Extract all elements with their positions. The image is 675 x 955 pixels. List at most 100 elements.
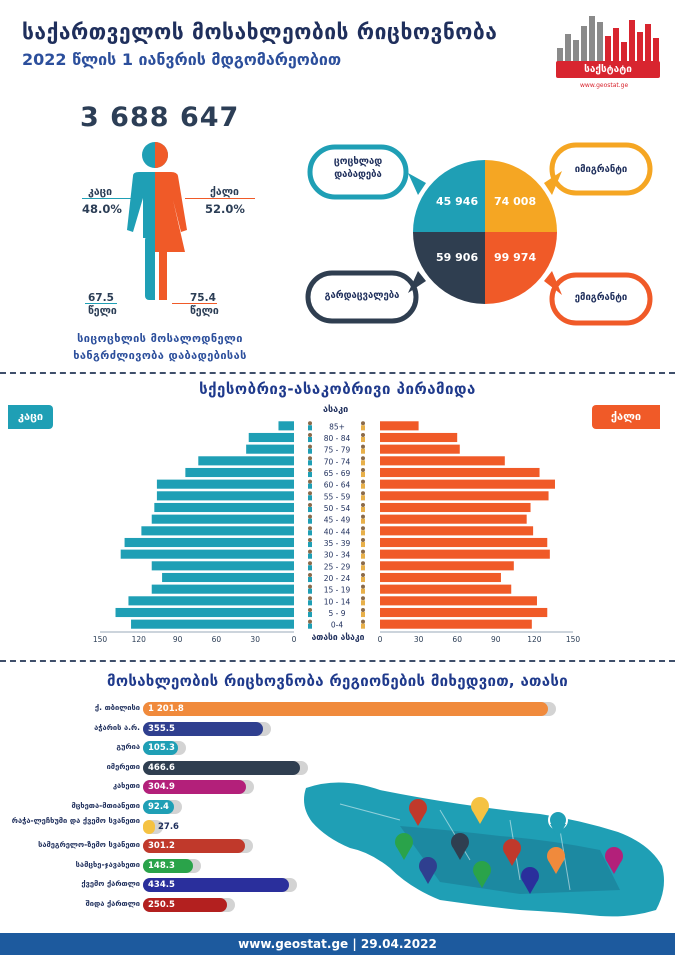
emigrants-value: 99 974: [494, 251, 537, 264]
pyramid-male-person-icon: [308, 584, 312, 589]
geostat-logo-icon[interactable]: [551, 8, 664, 100]
pyramid-female-bar: [380, 432, 458, 443]
pyramid-male-person-icon: [308, 495, 312, 501]
region-bar-value: 92.4: [148, 802, 169, 812]
pyramid-age-label-bottom: ასაკი: [340, 633, 365, 643]
pyramid-male-person-icon: [308, 541, 312, 548]
pyramid-male-person-icon: [308, 619, 312, 624]
logo-url: www.geostat.ge: [580, 82, 629, 89]
pyramid-age-tick: 20 - 24: [324, 574, 351, 583]
pyramid-female-person-icon: [361, 479, 365, 484]
pyramid-male-bar: [278, 421, 294, 431]
region-bar-value: 355.5: [148, 723, 175, 734]
pyramid-age-label: ასაკი: [323, 405, 349, 415]
pyramid-male-person-icon: [308, 565, 312, 571]
region-bar: [143, 760, 301, 775]
pyramid-female-person-icon: [361, 506, 365, 513]
pyramid-female-person-icon: [361, 495, 365, 501]
pyramid-female-person-icon: [361, 491, 365, 496]
male-years-label: წელი: [88, 305, 117, 317]
pyramid-female-person-icon: [361, 448, 365, 454]
region-bar-value: 301.2: [148, 841, 175, 852]
vitals-diagram: [305, 142, 653, 326]
immigrants-label: იმიგრანტი: [574, 164, 628, 175]
region-label: სამცხე-ჯავახეთი: [75, 859, 140, 869]
pyramid-male-person-icon: [308, 596, 312, 601]
pyramid-age-tick: 45 - 49: [324, 516, 351, 525]
region-label: გურია: [116, 742, 140, 752]
pyramid-female-person-icon: [361, 565, 365, 571]
pyramid-female-bar: [380, 572, 501, 583]
pyramid-female-person-icon: [361, 623, 365, 629]
pyramid-male-person-icon: [308, 572, 312, 577]
pyramid-male-bar: [154, 502, 294, 513]
pyramid-age-tick: 5 - 9: [328, 609, 345, 618]
pyramid-female-person-icon: [361, 619, 365, 624]
pyramid-female-person-icon: [361, 514, 365, 519]
life-caption-line1: სიცოცხლის მოსალოდნელი: [77, 332, 243, 345]
deaths-label: გარდაცვალება: [324, 290, 400, 301]
pyramid-male-person-icon: [308, 502, 312, 507]
footer[interactable]: www.geostat.ge | 29.04.2022: [0, 933, 675, 955]
region-bar: [143, 741, 179, 756]
pyramid-female-person-icon: [361, 456, 365, 461]
pyramid-female-badge: ქალი: [592, 405, 660, 429]
pyramid-female-person-icon: [361, 526, 365, 531]
region-bar-track: [143, 721, 271, 736]
pyramid-age-tick: 60 - 64: [324, 481, 351, 490]
pyramid-male-bar: [156, 479, 294, 489]
pyramid-male-x-tick: 150: [93, 635, 108, 644]
region-bar-track: [143, 878, 298, 893]
pyramid-male-person-icon: [308, 588, 312, 594]
pyramid-male-person-icon: [308, 611, 312, 618]
region-label: მცხეთა-მთიანეთი: [71, 801, 140, 810]
emigrants-label: ემიგრანტი: [574, 292, 628, 303]
section-divider-1: [0, 372, 675, 374]
region-bar: [143, 898, 228, 912]
pyramid-female-person-icon: [361, 432, 365, 437]
male-label: კაცი: [88, 186, 113, 198]
pyramid-age-tick: 85+: [329, 422, 345, 431]
logo-text: საქსტატი: [556, 61, 660, 78]
pyramid-age-tick: 25 - 29: [324, 562, 351, 571]
pyramid-age-tick: 0-4: [331, 621, 343, 630]
deaths-value: 59 906: [436, 251, 479, 264]
pyramid-female-person-icon: [361, 460, 365, 466]
region-bar-value: 105.3: [148, 743, 175, 754]
births-value: 45 946: [436, 195, 479, 208]
region-label: იმერეთი: [106, 761, 140, 771]
georgia-map-icon: [304, 782, 664, 917]
pyramid-female-bar: [380, 596, 537, 606]
female-years-label: წელი: [190, 305, 219, 317]
pyramid-male-bar: [198, 456, 294, 466]
pyramid-female-person-icon: [361, 553, 365, 559]
regions-title: მოსახლეობის რიცხოვნობა რეგიონების მიხედვ…: [107, 672, 568, 690]
pyramid-female-x-tick: 0: [378, 635, 383, 644]
pyramid-female-person-icon: [361, 541, 365, 548]
region-bar-track: [143, 819, 163, 834]
pyramid-male-bar: [162, 572, 294, 583]
pyramid-male-person-icon: [308, 421, 312, 426]
pyramid-male-person-icon: [308, 479, 312, 484]
pyramid-male-person-icon: [308, 518, 312, 524]
pyramid-female-bar: [380, 549, 550, 559]
immigrants-value: 74 008: [494, 195, 537, 208]
pyramid-male-person-icon: [308, 561, 312, 566]
female-pointer-line: [185, 198, 255, 199]
region-bar: [143, 858, 193, 873]
female-percent: 52.0%: [205, 202, 245, 216]
pyramid-female-bar: [380, 607, 548, 618]
pyramid-age-tick: 40 - 44: [324, 527, 351, 536]
pyramid-female-person-icon: [361, 611, 365, 618]
region-bar: [143, 800, 175, 814]
pyramid-female-x-tick: 120: [527, 635, 542, 644]
female-label: ქალი: [210, 186, 239, 198]
pyramid-female-person-icon: [361, 471, 365, 478]
pyramid-male-person-icon: [308, 448, 312, 454]
pyramid-female-person-icon: [361, 502, 365, 507]
region-label: შიდა ქართლი: [85, 899, 140, 908]
pyramid-title: სქესობრივ-ასაკობრივი პირამიდა: [199, 380, 476, 398]
pyramid-male-bar: [128, 596, 294, 606]
pyramid-female-person-icon: [361, 576, 365, 583]
pyramid-male-x-tick: 0: [292, 635, 297, 644]
